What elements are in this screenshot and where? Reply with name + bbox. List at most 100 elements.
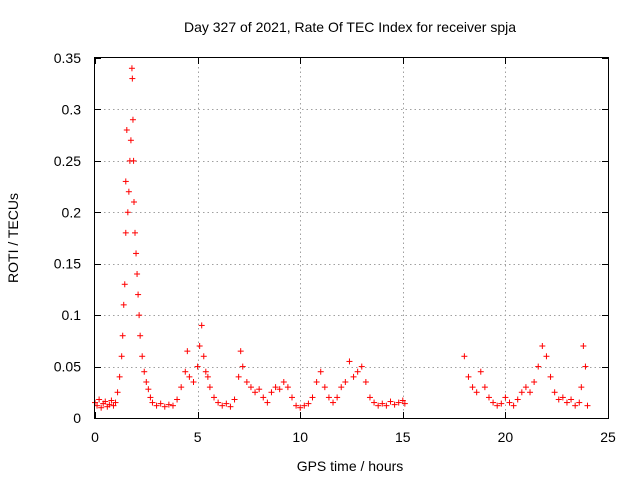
y-tick-labels: 0 0.05 0.1 0.15 0.2 0.25 0.3 0.35 xyxy=(54,50,81,426)
data-point xyxy=(196,343,203,349)
x-tick-label: 5 xyxy=(194,429,202,445)
data-points-layer xyxy=(92,65,591,411)
data-point xyxy=(129,75,136,82)
y-tick-label: 0.3 xyxy=(62,101,82,117)
x-tick-label: 15 xyxy=(395,429,411,445)
data-point xyxy=(334,394,341,401)
data-point xyxy=(514,396,521,403)
data-point xyxy=(387,398,394,405)
data-point xyxy=(535,363,542,370)
data-point xyxy=(539,343,546,349)
data-point xyxy=(219,402,226,409)
data-point xyxy=(122,229,129,236)
data-point xyxy=(568,396,575,403)
data-point xyxy=(473,389,480,396)
data-point xyxy=(531,379,538,385)
data-point xyxy=(122,178,129,185)
plot-frame xyxy=(94,57,609,419)
data-point xyxy=(141,368,148,375)
data-point xyxy=(338,384,345,391)
data-point xyxy=(481,384,488,391)
data-point xyxy=(469,384,476,391)
data-point xyxy=(130,199,137,205)
data-point xyxy=(391,401,398,408)
y-tick-label: 0.05 xyxy=(54,359,81,375)
data-point xyxy=(125,188,132,195)
data-point xyxy=(555,396,562,403)
data-point xyxy=(133,250,140,257)
data-point xyxy=(194,363,201,370)
data-point xyxy=(98,404,105,411)
data-point xyxy=(313,379,320,385)
data-point xyxy=(576,399,583,406)
data-point xyxy=(284,384,291,391)
data-point xyxy=(143,379,150,385)
data-point xyxy=(522,384,529,391)
data-point xyxy=(551,389,558,396)
data-point xyxy=(485,394,492,401)
data-point xyxy=(231,396,238,403)
data-point xyxy=(375,402,382,409)
data-point xyxy=(490,399,497,406)
data-point xyxy=(108,397,115,404)
data-point xyxy=(202,368,209,375)
data-point xyxy=(206,384,213,391)
data-point xyxy=(118,353,125,360)
data-point xyxy=(190,379,197,385)
data-point xyxy=(260,394,267,401)
data-point xyxy=(510,402,517,409)
data-point xyxy=(169,402,176,409)
data-point xyxy=(465,373,472,380)
data-point xyxy=(362,379,369,385)
data-point xyxy=(354,368,361,375)
data-point xyxy=(211,394,218,401)
data-point xyxy=(204,373,211,380)
data-point xyxy=(153,402,160,409)
data-point xyxy=(116,373,123,380)
data-point xyxy=(563,399,570,406)
data-point xyxy=(129,116,136,123)
chart-title: Day 327 of 2021, Rate Of TEC Index for r… xyxy=(184,19,516,35)
y-tick-label: 0.35 xyxy=(54,50,81,66)
y-tick-label: 0.15 xyxy=(54,256,81,272)
data-point xyxy=(268,389,275,396)
data-point xyxy=(165,401,172,408)
data-point xyxy=(124,209,131,216)
data-point xyxy=(157,400,164,407)
data-point xyxy=(110,402,117,409)
data-point xyxy=(580,343,587,349)
data-point xyxy=(309,394,316,401)
data-point xyxy=(198,322,205,329)
data-point xyxy=(130,157,137,164)
x-tick-label: 25 xyxy=(600,429,616,445)
data-point xyxy=(237,348,244,355)
data-point xyxy=(325,394,332,401)
data-point xyxy=(149,399,156,406)
data-point xyxy=(321,384,328,391)
data-point xyxy=(330,399,337,406)
data-point xyxy=(123,127,130,133)
data-point xyxy=(498,400,505,407)
ticks-layer xyxy=(95,58,609,419)
data-point xyxy=(114,389,121,396)
data-point xyxy=(106,401,113,408)
data-point xyxy=(112,399,119,406)
data-point xyxy=(506,399,513,406)
data-point xyxy=(346,358,353,365)
data-point xyxy=(145,386,152,393)
data-point xyxy=(350,373,357,380)
data-point xyxy=(119,332,126,339)
data-point xyxy=(276,386,283,393)
data-point xyxy=(578,384,585,391)
x-tick-label: 0 xyxy=(91,429,99,445)
data-point xyxy=(227,403,234,410)
data-point xyxy=(297,404,304,411)
data-point xyxy=(102,398,109,405)
data-point xyxy=(182,368,189,375)
data-point xyxy=(161,403,168,410)
data-point xyxy=(371,399,378,406)
y-axis-label: ROTI / TECUs xyxy=(5,193,21,283)
data-point xyxy=(301,402,308,409)
grid-layer xyxy=(95,58,608,418)
